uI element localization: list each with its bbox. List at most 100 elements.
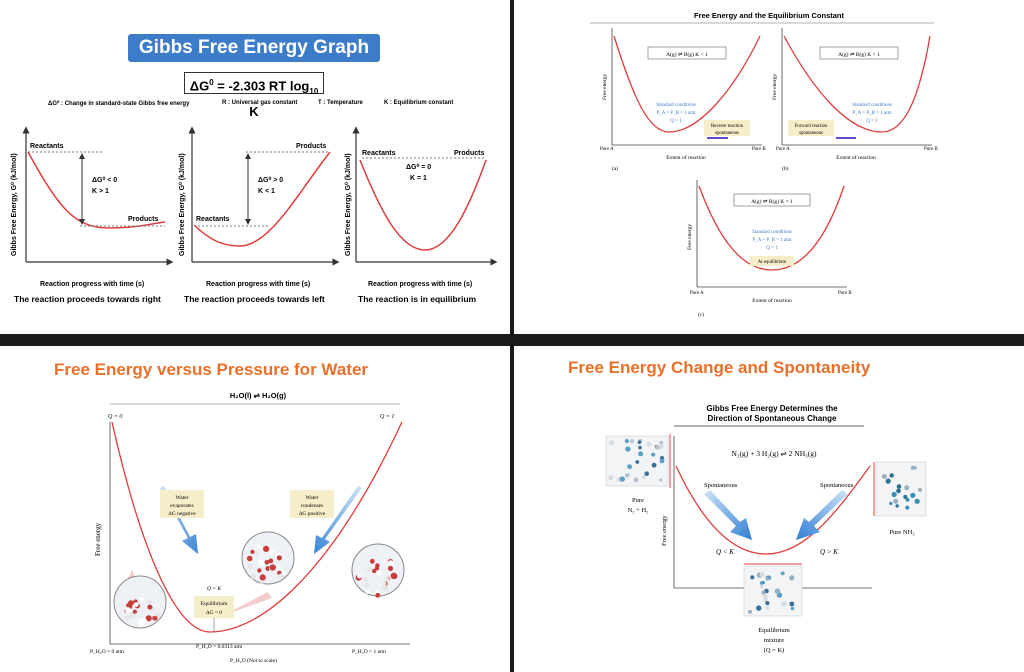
water-q-right: Q = 1 [380, 414, 394, 420]
eqk-b-xlabel: Extent of reaction [836, 154, 876, 161]
molecule-dot [256, 544, 261, 549]
legend-t: T : Temperature [318, 100, 363, 106]
eqk-curve-c [698, 185, 845, 271]
molecule-dot [376, 570, 382, 576]
molecule-dot [765, 577, 770, 581]
eqk-a-reaction: A(g) ⇌ B(g) K < 1 [666, 51, 708, 58]
gibbs-graph-2: Products Reactants ΔG⁰ > 0 K < 1 Reactio… [178, 126, 340, 304]
molecule-dot [375, 592, 381, 598]
g1-caption: The reaction proceeds towards right [14, 294, 161, 304]
molecule-dot [608, 440, 615, 446]
molecule-dot [625, 473, 630, 478]
water-eq1: Equilibrium [201, 601, 228, 607]
gibbs-graph-panel: Gibbs Free Energy Graph ΔG0 = -2.303 RT … [0, 0, 510, 334]
gibbs-graph-3: Reactants Products ΔG⁰ = 0 K = 1 Reactio… [344, 126, 498, 304]
condense-arrow [314, 486, 362, 554]
eqk-c-reaction: A(g) ⇌ B(g) K = 1 [751, 198, 793, 205]
eqk-c-note1: At equilibrium [758, 260, 787, 265]
molecule-dot [918, 487, 922, 492]
molecule-dot [780, 571, 785, 576]
molecule-dot [133, 602, 139, 607]
molecule-dot [651, 462, 657, 468]
g3-condition2: K = 1 [410, 175, 427, 182]
molecule-dot [125, 607, 132, 614]
molecule-dot [789, 601, 795, 607]
spont-pure-left1: Pure [632, 497, 644, 504]
molecule-dot [765, 601, 770, 606]
spont-ylabel: Free energy [661, 515, 668, 546]
eqk-a-note1: Reverse reaction [711, 124, 744, 129]
molecule-dot [659, 444, 664, 449]
molecule-dot [365, 589, 370, 594]
molecule-dot [132, 609, 137, 614]
gibbs-curve-2 [193, 151, 331, 247]
legend-k: K : Equilibrium constant [384, 100, 454, 106]
molecule-dot [889, 473, 894, 478]
equilibrium-constant-panel: Free Energy and the Equilibrium Constant… [514, 0, 1024, 334]
molecule-dot [608, 475, 614, 481]
molecule-dot [646, 441, 652, 447]
eqk-title: Free Energy and the Equilibrium Constant [694, 11, 845, 20]
water-q-left: Q = 0 [108, 414, 122, 420]
evap-line1: Water [176, 495, 189, 501]
molecule-dot [387, 565, 394, 571]
water-eq0: Q = K [207, 586, 221, 592]
molecule-dot [903, 494, 908, 499]
molecule-dot [139, 622, 144, 627]
molecule-dot [384, 577, 390, 583]
molecule-dot [913, 466, 917, 470]
gibbs-graph-1: Reactants Products ΔG⁰ < 0 K > 1 Reactio… [10, 126, 174, 304]
molecule-dot [146, 599, 152, 605]
molecule-dot [761, 590, 766, 595]
spont-title: Free Energy Change and Spontaneity [568, 358, 871, 377]
molecule-dot [756, 605, 762, 611]
molecule-dot [891, 491, 897, 498]
eqk-a-std1: Standard conditions [656, 103, 696, 108]
g2-bottom-label: Reactants [196, 216, 230, 223]
g1-bottom-label: Products [128, 216, 158, 223]
cond-line1: Water [306, 495, 319, 501]
spont-pure-left2: N₂ + H₂ [628, 507, 649, 514]
legend-dg: ΔG⁰ : Change in standard-state Gibbs fre… [48, 101, 190, 107]
molecule-dot [905, 497, 910, 502]
eqk-c-std1: Standard conditions [752, 230, 792, 235]
molecule-dot [629, 439, 635, 444]
water-ylabel: Free energy [94, 522, 102, 556]
spont-pure-right: Pure NH₃ [889, 529, 914, 536]
eqk-a-ylabel: Free energy [602, 74, 608, 100]
molecule-dot [750, 575, 755, 580]
water-molecules [124, 544, 398, 627]
eqk-graph-b: A(g) ⇌ B(g) K > 1 Standard conditions P_… [772, 28, 938, 172]
molecule-dot [382, 581, 387, 586]
equilibrium-svg: Free Energy and the Equilibrium Constant… [590, 11, 938, 318]
spont-curve [675, 465, 871, 555]
eqk-a-note2: spontaneous [715, 131, 739, 136]
spont-reaction: N₂(g) + 3 H₂(g) ⇌ 2 NH₃(g) [731, 449, 817, 458]
eq-prefix: ΔG [189, 78, 210, 94]
cond-line2: condenses [301, 503, 324, 509]
molecule-dot [250, 549, 255, 554]
molecule-dot [748, 609, 752, 614]
g1-xlabel: Reaction progress with time (s) [40, 281, 144, 288]
molecule-dot [762, 594, 768, 600]
g3-right-label: Products [454, 150, 484, 157]
eqk-graph-c: A(g) ⇌ B(g) K = 1 Standard conditions P_… [687, 180, 852, 318]
eqk-c-tag: (c) [698, 311, 704, 318]
molecule-dot [246, 555, 253, 562]
spont-right-label: Spontaneous [820, 482, 854, 489]
g3-ylabel: Gibbs Free Energy, G⁰ (kJ/mol) [344, 153, 352, 256]
eq-mid: = -2.303 RT log [213, 78, 310, 94]
spont-q-greater: Q > K [820, 548, 838, 556]
molecule-dot [624, 438, 629, 444]
eqk-a-std2: P_A = P_B = 1 atm [656, 111, 695, 116]
molecule-dot [881, 474, 887, 479]
g2-ylabel: Gibbs Free Energy, G⁰ (kJ/mol) [178, 153, 186, 256]
spont-arrow-right [796, 490, 848, 540]
water-pressure-panel: Free Energy versus Pressure for Water H₂… [0, 346, 510, 672]
water-curve [111, 421, 403, 633]
molecule-dot [790, 606, 795, 611]
molecule-dot [254, 551, 260, 557]
molecule-dot [264, 560, 270, 565]
eqk-a-pure-a: Pure A [600, 147, 614, 152]
gibbs-equation: ΔG0 = -2.303 RT log10 K [184, 72, 324, 119]
